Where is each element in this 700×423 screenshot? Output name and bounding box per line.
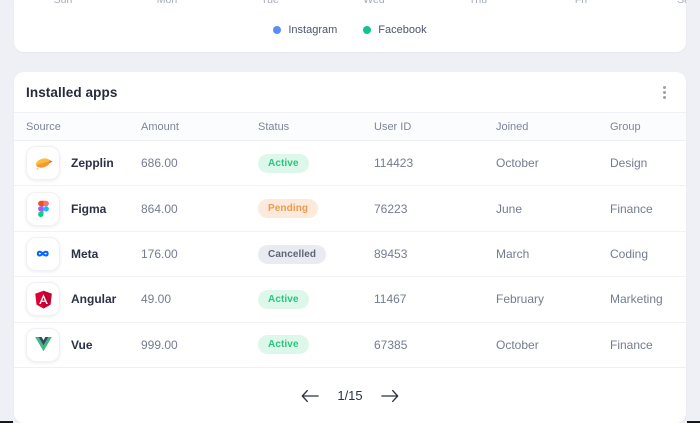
amount-cell: 686.00 [141, 156, 178, 171]
vue-icon [26, 327, 60, 362]
arrow-left-icon[interactable] [299, 387, 321, 405]
legend-label: Instagram [288, 24, 338, 36]
userid-cell: 89453 [374, 247, 408, 262]
table-body: Zepplin 686.00 Active 114423 October Des… [14, 141, 686, 369]
table-header-row: Source Amount Status User ID Joined Grou… [14, 112, 686, 141]
x-axis-label: Mon [156, 0, 178, 6]
amount-cell: 864.00 [141, 201, 178, 216]
bottom-left-edge-mark [0, 421, 13, 423]
instagram-dot-icon [273, 26, 282, 34]
app-name: Meta [71, 247, 99, 262]
x-axis-label: Fri [574, 0, 588, 6]
legend-item-facebook[interactable]: Facebook [363, 24, 427, 36]
legend-label: Facebook [378, 24, 427, 36]
column-header-amount: Amount [141, 120, 179, 133]
joined-cell: June [496, 201, 523, 216]
app-name: Vue [71, 337, 93, 352]
status-badge: Pending [258, 199, 319, 219]
column-header-status: Status [258, 120, 290, 133]
status-badge: Active [258, 153, 309, 173]
status-badge: Active [258, 335, 309, 355]
status-badge: Active [258, 289, 309, 309]
group-cell: Marketing [610, 292, 663, 307]
column-header-userid: User ID [374, 120, 412, 133]
x-axis-label: Wed [363, 0, 385, 6]
installed-apps-card: Installed apps Source Amount Status User… [14, 72, 686, 423]
group-cell: Coding [610, 247, 649, 262]
userid-cell: 76223 [374, 201, 408, 216]
joined-cell: February [496, 292, 545, 307]
joined-cell: October [496, 156, 539, 171]
table-row[interactable]: Meta 176.00 Cancelled 89453 March Coding [14, 232, 686, 278]
chart-legend: Instagram Facebook [14, 24, 686, 36]
amount-cell: 49.00 [141, 292, 172, 307]
bottom-right-edge-mark [687, 421, 700, 423]
table-row[interactable]: Zepplin 686.00 Active 114423 October Des… [14, 141, 686, 187]
userid-cell: 11467 [374, 292, 407, 307]
table-row[interactable]: Figma 864.00 Pending 76223 June Finance [14, 186, 686, 232]
angular-icon [26, 282, 60, 317]
group-cell: Design [610, 156, 648, 171]
userid-cell: 67385 [374, 337, 408, 352]
arrow-right-icon[interactable] [379, 387, 401, 405]
x-axis-label: Sun [53, 0, 73, 6]
table-row[interactable]: Vue 999.00 Active 67385 October Finance [14, 323, 686, 369]
column-header-group: Group [610, 120, 641, 133]
column-header-source: Source [26, 120, 61, 133]
table-row[interactable]: Angular 49.00 Active 11467 February Mark… [14, 277, 686, 323]
chart-x-axis: Sun Mon Tue Wed Thu Fri Sat [14, 0, 686, 6]
group-cell: Finance [610, 337, 653, 352]
x-axis-label: Tue [261, 0, 279, 6]
app-name: Zepplin [71, 156, 114, 171]
joined-cell: October [496, 337, 539, 352]
figma-icon [26, 191, 60, 226]
page-title: Installed apps [26, 84, 118, 100]
joined-cell: March [496, 247, 530, 262]
pagination: 1/15 [14, 368, 686, 423]
userid-cell: 114423 [374, 156, 414, 171]
meta-icon [26, 237, 60, 272]
kebab-menu-icon[interactable] [654, 82, 674, 102]
chart-card: Sun Mon Tue Wed Thu Fri Sat Instagram Fa… [14, 0, 686, 52]
x-axis-label: Thu [468, 0, 488, 6]
legend-item-instagram[interactable]: Instagram [273, 24, 337, 36]
x-axis-label: Sat [677, 0, 686, 6]
status-badge: Cancelled [258, 244, 327, 264]
group-cell: Finance [610, 201, 653, 216]
amount-cell: 999.00 [141, 337, 178, 352]
amount-cell: 176.00 [141, 247, 178, 262]
facebook-dot-icon [363, 26, 372, 34]
column-header-joined: Joined [496, 120, 529, 133]
zeplin-icon [26, 146, 60, 181]
app-name: Angular [71, 292, 117, 307]
page-indicator: 1/15 [337, 388, 363, 403]
card-header: Installed apps [14, 72, 686, 112]
app-name: Figma [71, 201, 107, 216]
